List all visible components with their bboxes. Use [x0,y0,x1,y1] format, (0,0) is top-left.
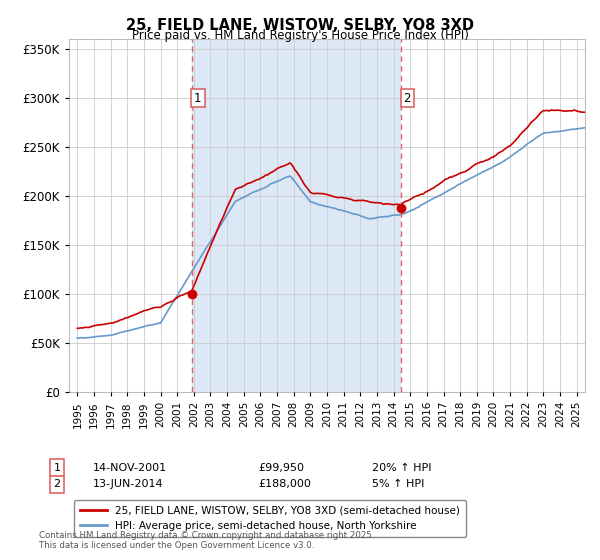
Bar [191,39,401,392]
Text: 20% ↑ HPI: 20% ↑ HPI [372,463,431,473]
Text: Price paid vs. HM Land Registry's House Price Index (HPI): Price paid vs. HM Land Registry's House … [131,29,469,42]
Legend: 25, FIELD LANE, WISTOW, SELBY, YO8 3XD (semi-detached house), HPI: Average price: 25, FIELD LANE, WISTOW, SELBY, YO8 3XD (… [74,500,466,537]
Text: 1: 1 [53,463,61,473]
Text: 2: 2 [53,479,61,489]
Text: 5% ↑ HPI: 5% ↑ HPI [372,479,424,489]
Text: Contains HM Land Registry data © Crown copyright and database right 2025.
This d: Contains HM Land Registry data © Crown c… [39,530,374,550]
Text: 25, FIELD LANE, WISTOW, SELBY, YO8 3XD: 25, FIELD LANE, WISTOW, SELBY, YO8 3XD [126,18,474,33]
Text: 13-JUN-2014: 13-JUN-2014 [93,479,164,489]
Text: 1: 1 [194,91,202,105]
Text: 2: 2 [404,91,411,105]
Text: £188,000: £188,000 [258,479,311,489]
Text: £99,950: £99,950 [258,463,304,473]
Text: 14-NOV-2001: 14-NOV-2001 [93,463,167,473]
